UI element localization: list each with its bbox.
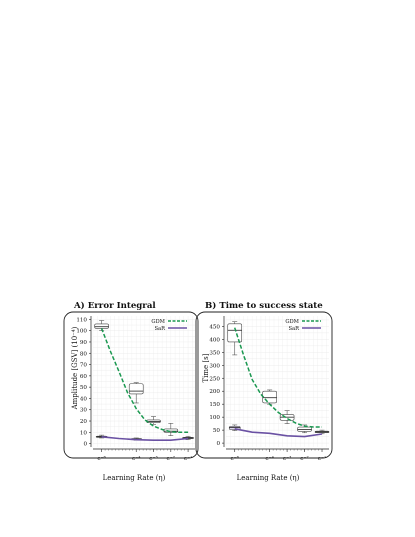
y-tick-label: 200 (209, 389, 220, 395)
y-tick-label: 40 (80, 396, 88, 402)
series-line-gdm (233, 327, 322, 428)
box-body (94, 323, 109, 329)
x-tick-label: e⁻⁴ (265, 455, 274, 462)
legend-label: GDM (151, 319, 165, 325)
y-tick-label: 50 (213, 428, 221, 434)
x-axis-label: Learning Rate (η) (237, 474, 300, 482)
x-tick-label: e⁻⁶ (230, 455, 239, 462)
legend-label: SaR (288, 326, 300, 332)
y-axis-label: Time [s] (202, 353, 210, 382)
y-tick-label: 10 (80, 430, 88, 436)
chart-title: A) Error Integral (73, 300, 156, 311)
box-body (128, 383, 144, 395)
panel-error-integral: A) Error Integral 0 10 20 30 40 50 60 70 80 90 100… (63, 300, 199, 482)
y-tick-label: 50 (80, 385, 88, 391)
y-axis-label: Amplitude [GSV] (10⁻⁴) (71, 326, 79, 410)
x-tick-label: e⁻⁴ (132, 455, 141, 462)
x-tick-label: e⁻¹ (184, 455, 193, 462)
y-tick-label: 0 (83, 442, 87, 448)
y-tick-label: 150 (209, 402, 220, 408)
y-tick-label: 20 (80, 419, 88, 425)
x-axis-label: Learning Rate (η) (103, 474, 166, 482)
x-tick-label: e⁻³ (283, 455, 292, 462)
box-body (227, 323, 243, 343)
x-tick-label: e⁻⁶ (97, 455, 106, 462)
y-tick-label: 100 (76, 329, 87, 335)
y-tick-label: 110 (76, 317, 87, 323)
y-tick-label: 60 (80, 374, 88, 380)
legend-label: GDM (285, 319, 299, 325)
y-tick-label: 70 (80, 363, 88, 369)
plot-area: 0 10 20 30 40 50 60 70 80 90 100 110 e⁻⁶ e⁻⁴ e⁻³ e⁻² e⁻¹… (76, 316, 195, 462)
x-tick-label: e⁻² (167, 455, 176, 462)
plot-area: 0 50 100 150 200 250 300 350 400 450 e⁻⁶ e⁻⁴ e⁻³ e⁻² e… (209, 316, 330, 462)
x-tick-label: e⁻² (300, 455, 309, 462)
y-tick-label: 90 (80, 340, 88, 346)
x-tick-label: e⁻³ (149, 455, 158, 462)
y-tick-label: 350 (209, 350, 220, 356)
series-line-gdm (100, 328, 189, 434)
y-tick-label: 100 (209, 415, 220, 421)
y-tick-label: 450 (209, 324, 220, 330)
panel-frame (63, 311, 199, 459)
legend-label: SaR (154, 326, 166, 332)
series-line-sar (101, 436, 189, 441)
panel-frame (195, 311, 333, 459)
x-tick-label: e⁻¹ (318, 455, 327, 462)
panel-time-to-success: B) Time to success state 0 50 100 150 200 250… (195, 300, 333, 482)
y-tick-label: 0 (216, 441, 220, 447)
y-tick-label: 80 (80, 351, 88, 357)
chart-title: B) Time to success state (205, 300, 323, 311)
y-tick-label: 300 (209, 363, 220, 369)
series-line-sar (234, 428, 323, 438)
y-tick-label: 250 (209, 376, 220, 382)
y-tick-label: 400 (209, 337, 220, 343)
box-body (262, 390, 277, 404)
y-tick-label: 30 (80, 408, 88, 414)
